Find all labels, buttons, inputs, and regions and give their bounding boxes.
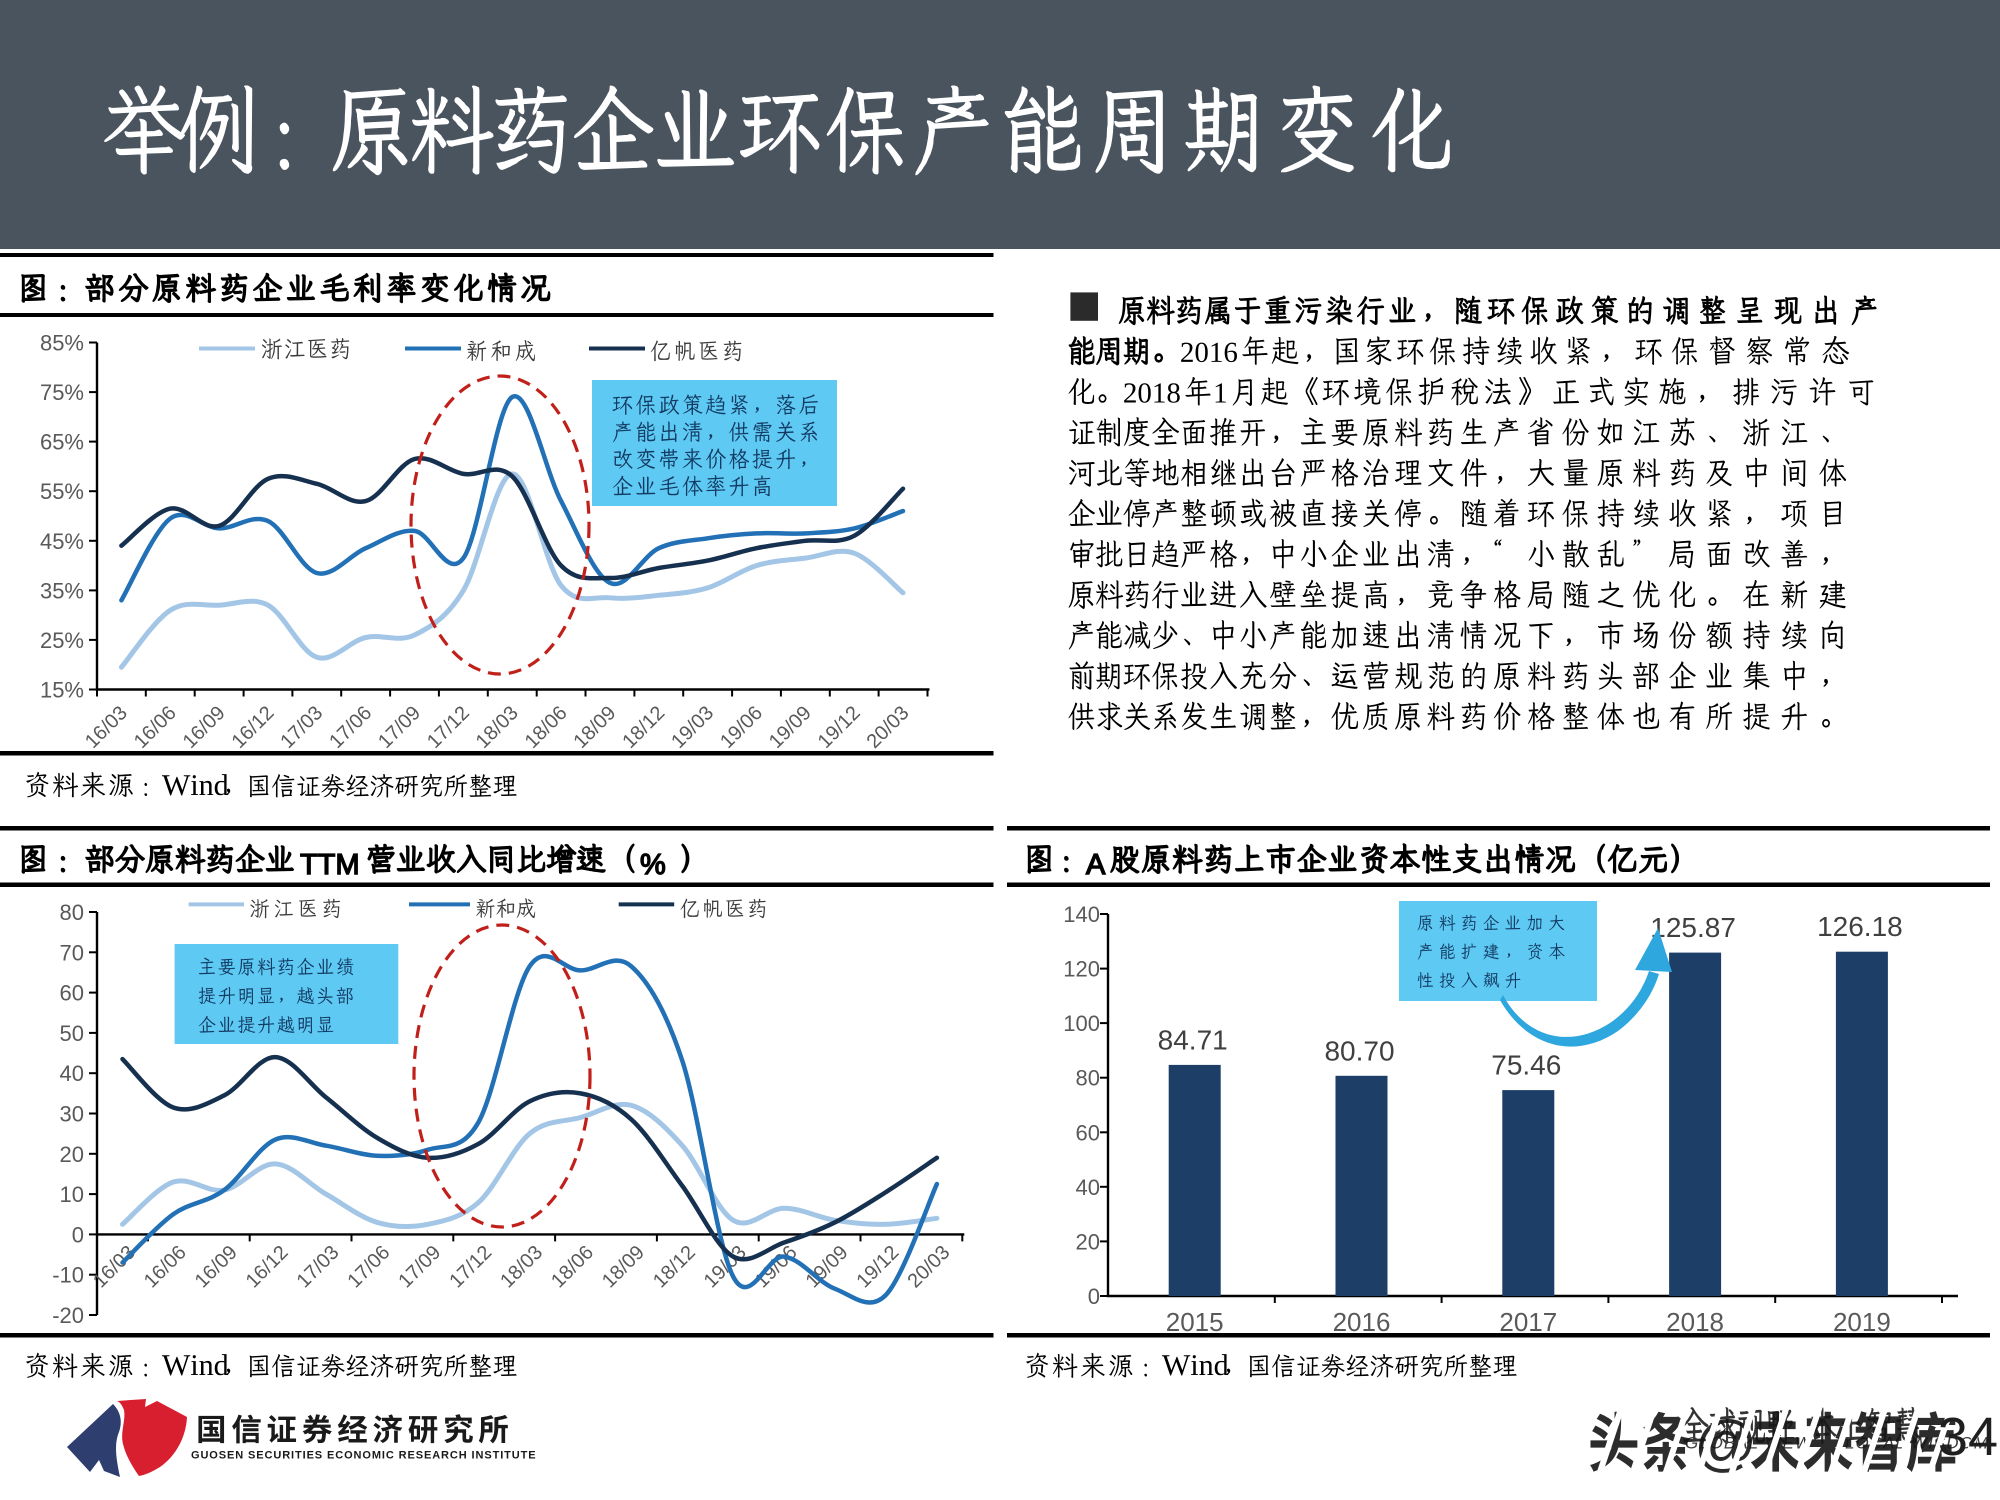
svg-text:GUOSEN SECURITIES ECONOMIC RES: GUOSEN SECURITIES ECONOMIC RESEARCH INST… (191, 1450, 536, 1462)
svg-text:20: 20 (1076, 1229, 1100, 1254)
svg-text:75.46: 75.46 (1491, 1050, 1561, 1081)
svg-text:-20: -20 (52, 1303, 84, 1328)
svg-text:15%: 15% (40, 678, 84, 703)
svg-text:80: 80 (1076, 1066, 1100, 1091)
svg-text:80.70: 80.70 (1324, 1035, 1394, 1066)
svg-text:35%: 35% (40, 578, 84, 603)
svg-text:30: 30 (60, 1102, 84, 1127)
svg-text:2017: 2017 (1499, 1307, 1557, 1337)
svg-text:85%: 85% (40, 331, 84, 356)
svg-text:40: 40 (60, 1061, 84, 1086)
svg-text:34: 34 (1938, 1407, 1998, 1467)
svg-text:10: 10 (60, 1182, 84, 1207)
svg-text:50: 50 (60, 1021, 84, 1046)
svg-text:25%: 25% (40, 628, 84, 653)
svg-text:2019: 2019 (1833, 1307, 1891, 1337)
svg-text:80: 80 (60, 900, 84, 925)
svg-text:-10: -10 (52, 1263, 84, 1288)
svg-text:55%: 55% (40, 479, 84, 504)
svg-text:100: 100 (1063, 1011, 1100, 1036)
svg-text:70: 70 (60, 940, 84, 965)
svg-text:65%: 65% (40, 430, 84, 455)
svg-text:60: 60 (1076, 1120, 1100, 1145)
svg-text:45%: 45% (40, 529, 84, 554)
svg-text:60: 60 (60, 981, 84, 1006)
svg-text:2015: 2015 (1166, 1307, 1224, 1337)
svg-text:0: 0 (72, 1222, 84, 1247)
svg-text:40: 40 (1076, 1175, 1100, 1200)
svg-text:120: 120 (1063, 957, 1100, 982)
svg-text:84.71: 84.71 (1158, 1024, 1228, 1055)
svg-text:0: 0 (1088, 1284, 1100, 1309)
svg-text:126.18: 126.18 (1817, 911, 1903, 942)
svg-text:140: 140 (1063, 902, 1100, 927)
svg-text:20: 20 (60, 1142, 84, 1167)
svg-text:75%: 75% (40, 380, 84, 405)
svg-text:125.87: 125.87 (1650, 912, 1736, 943)
svg-text:2018: 2018 (1666, 1307, 1724, 1337)
svg-text:2016: 2016 (1333, 1307, 1391, 1337)
